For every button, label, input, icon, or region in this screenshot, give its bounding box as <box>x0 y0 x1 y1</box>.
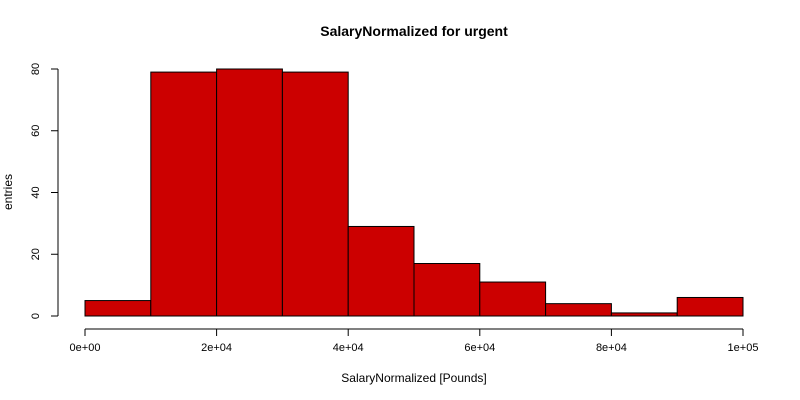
y-ticks-layer: 0 20 40 60 80 <box>30 63 58 319</box>
y-tick-label: 60 <box>30 125 42 137</box>
y-tick-label: 40 <box>30 186 42 198</box>
x-tick-label: 6e+04 <box>464 342 495 354</box>
histogram-bar <box>150 71 218 317</box>
y-tick-label: 80 <box>30 63 42 75</box>
x-ticks-layer: 0e+00 2e+04 4e+04 6e+04 8e+04 1e+05 <box>70 329 759 354</box>
x-tick-label: 8e+04 <box>596 342 627 354</box>
x-tick-label: 1e+05 <box>728 342 759 354</box>
histogram-bar <box>281 71 349 317</box>
x-axis-label: SalaryNormalized [Pounds] <box>341 371 486 385</box>
y-tick-label: 0 <box>30 313 42 319</box>
x-tick-label: 4e+04 <box>333 342 364 354</box>
histogram-bar <box>545 303 612 317</box>
y-axis-label: entries <box>1 174 15 210</box>
chart-title: SalaryNormalized for urgent <box>320 23 508 39</box>
histogram-bar <box>413 263 481 317</box>
histogram-bar <box>84 300 152 317</box>
bars-layer <box>84 68 744 317</box>
x-tick-label: 2e+04 <box>201 342 232 354</box>
histogram-bar <box>347 225 415 317</box>
x-tick-label: 0e+00 <box>70 342 101 354</box>
histogram-bar <box>479 281 547 317</box>
histogram-bar <box>216 68 283 317</box>
histogram-bar <box>610 312 678 317</box>
y-tick-label: 20 <box>30 248 42 260</box>
histogram-bar <box>676 296 744 317</box>
